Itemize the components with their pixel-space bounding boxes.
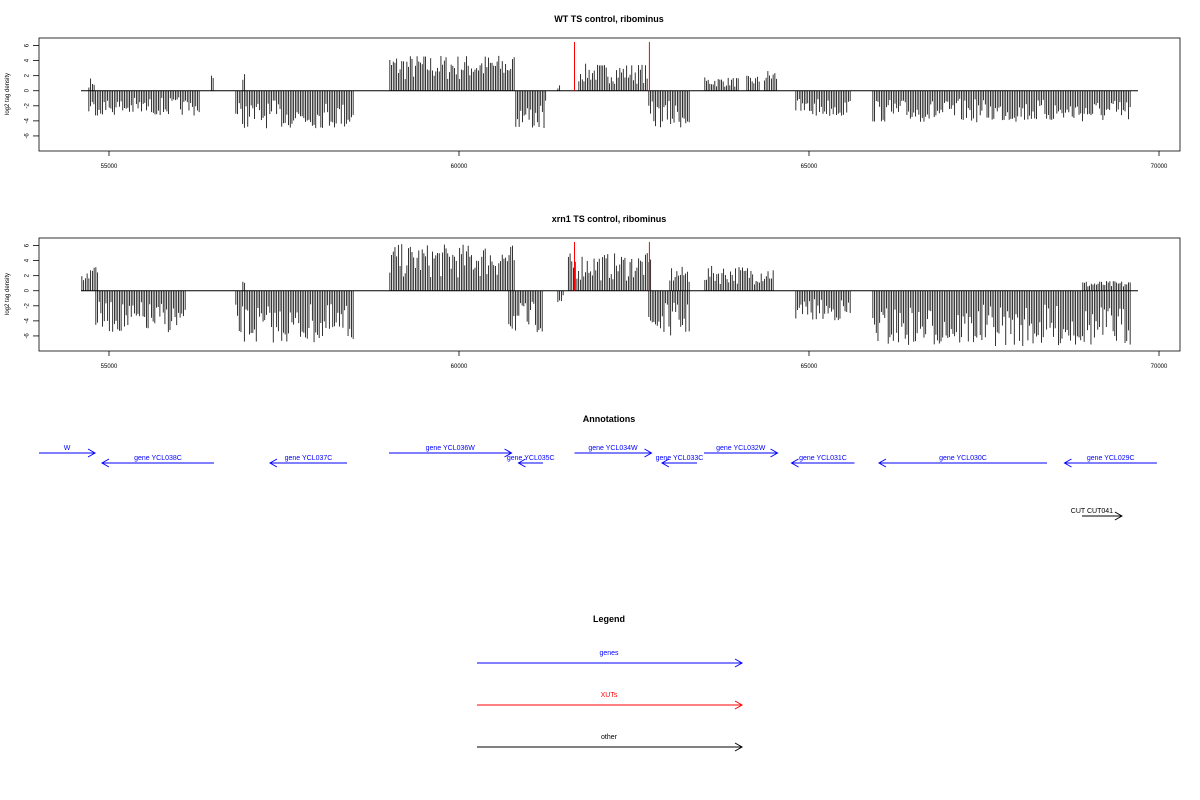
xrn1-x-tick-label: 55000 [101,364,118,370]
gene-arrow [790,458,855,468]
annotations-title: Annotations [583,414,636,424]
xrn1-x-tick-label: 60000 [451,364,468,370]
gene-arrow [574,448,653,458]
gene-label: gene YCL038C [134,455,182,462]
wt-xut-markers [574,42,650,91]
legend-arrow-xuts-head [734,700,744,710]
xrn1-y-tick-label: 6 [25,243,31,247]
gene-arrow-head [100,458,110,468]
wt-y-tick-label: 6 [25,43,31,47]
gene-label: gene YCL029C [1087,455,1135,462]
xrn1-track-title: xrn1 TS control, ribominus [552,214,667,224]
gene-label: gene YCL036W [426,445,476,452]
wt-plot-frame [38,37,1181,152]
xrn1-plot-frame [38,237,1181,352]
xrn1-x-tick-label: 65000 [801,364,818,370]
wt-x-tick-label: 65000 [801,164,818,170]
wt-track-panel: WT TS control, ribominus log2 tag densit… [5,14,1181,170]
xrn1-x-axis: 55000 60000 65000 70000 [101,351,1168,370]
xrn1-xut-markers [574,242,650,291]
xrn1-x-tick-label: 70000 [1151,364,1168,370]
gene-arrow [268,458,347,468]
wt-x-tick-label: 70000 [1151,164,1168,170]
xrn1-track-panel: xrn1 TS control, ribominus log2 tag dens… [5,214,1181,370]
xrn1-y-tick-label: 2 [25,273,31,277]
gene-label: W [64,445,71,452]
gene-arrow [389,448,513,458]
gene-arrow [704,448,779,458]
xrn1-y-tick-label: 4 [25,258,31,262]
legend-title: Legend [593,614,625,624]
gene-arrow [517,458,543,468]
gene-label: gene YCL031C [799,455,847,462]
gene-arrow-head [770,448,779,458]
other-label: CUT CUT041 [1071,508,1113,515]
gene-arrow [100,458,214,468]
legend-label: other [601,734,618,741]
legend-panel: Legend genes XUTs other [477,614,744,752]
legend-label: genes [599,650,619,657]
wt-y-tick-label: 0 [25,88,31,92]
legend-arrow-other-head [734,742,744,752]
legend-arrow-xuts [477,700,744,710]
wt-track-title: WT TS control, ribominus [554,14,664,24]
legend-label: XUTs [601,692,618,699]
legend-items: genes XUTs other [477,650,744,752]
gene-label: gene YCL032W [716,445,766,452]
xrn1-y-tick-label: -6 [25,333,31,339]
wt-signal-bars [88,55,1131,129]
wt-x-tick-label: 60000 [451,164,468,170]
gene-arrow [39,448,97,458]
wt-y-axis-label: log2 tag density [5,73,11,115]
gene-arrow [660,458,697,468]
xrn1-y-axis: -6 -4 -2 0 2 4 6 [25,243,39,339]
gene-arrow-head [87,448,97,458]
wt-y-tick-label: -2 [25,102,31,108]
wt-x-axis: 55000 60000 65000 70000 [101,151,1168,170]
other-arrow [1082,511,1123,521]
gene-arrow-head [660,458,670,468]
gene-label: gene YCL034W [588,445,638,452]
gene-arrow-head [1063,458,1072,468]
gene-arrow-head [790,458,799,468]
gene-label: gene YCL033C [656,455,704,462]
wt-y-tick-label: 4 [25,58,31,62]
xrn1-y-tick-label: 0 [25,288,31,292]
wt-y-tick-label: 2 [25,73,31,77]
gene-arrow-head [877,458,887,468]
wt-x-tick-label: 55000 [101,164,118,170]
wt-y-axis: -6 -4 -2 0 2 4 6 [25,43,39,139]
legend-arrow-genes [477,658,744,668]
gene-arrow-head [644,448,653,458]
xrn1-y-tick-label: -2 [25,302,31,308]
gene-label: gene YCL037C [285,455,333,462]
gene-arrow [1063,458,1157,468]
wt-y-tick-label: -6 [25,133,31,139]
gene-arrow [877,458,1047,468]
gene-label: gene YCL030C [939,455,987,462]
gene-label: gene YCL035C [507,455,555,462]
gene-arrow-head [268,458,278,468]
wt-y-tick-label: -4 [25,118,31,124]
gene-arrow-head [517,458,526,468]
legend-arrow-other [477,742,744,752]
xrn1-y-tick-label: -4 [25,318,31,324]
other-arrow-head [1114,511,1123,521]
xrn1-signal-bars [81,244,1131,346]
gene-arrow-head [504,448,513,458]
xrn1-y-axis-label: log2 tag density [5,273,11,315]
legend-arrow-genes-head [734,658,744,668]
